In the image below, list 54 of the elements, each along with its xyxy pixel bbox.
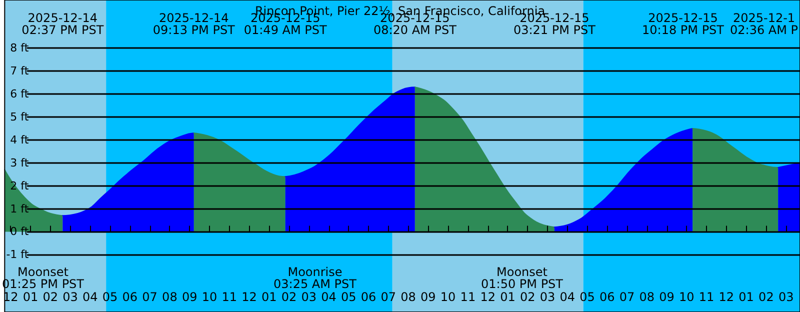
x-tick-label: 09	[182, 290, 198, 304]
annotation: Moonset 01:50 PM PST	[481, 265, 564, 291]
x-tick-label: 07	[380, 290, 396, 304]
annotation: 2025-12-14 02:37 PM PST	[22, 11, 104, 37]
y-tick-label: 3 ft	[10, 156, 30, 170]
y-tick-label: 4 ft	[10, 133, 30, 146]
annotation: Moonrise 03:25 AM PST	[274, 265, 358, 291]
annotation: 2025-12-14 09:13 PM PST	[152, 11, 236, 37]
y-tick-label: -1 ft	[6, 248, 30, 262]
x-tick-label: 12	[480, 290, 496, 304]
x-tick-label: 03	[778, 290, 794, 304]
x-tick-label: 05	[580, 290, 595, 304]
x-tick-label: 01	[22, 290, 38, 304]
x-tick-label: 12	[242, 290, 257, 304]
x-tick-label: 04	[560, 290, 576, 304]
y-tick-label: 8 ft	[10, 42, 30, 55]
x-tick-label: 01	[738, 290, 754, 304]
y-tick-label: 1 ft	[10, 202, 30, 216]
x-tick-label: 06	[122, 290, 138, 304]
y-tick-label: 5 ft	[10, 110, 30, 124]
x-tick-label: 07	[619, 290, 635, 304]
x-tick-label: 08	[639, 290, 655, 304]
x-tick-label: 09	[420, 290, 436, 304]
x-tick-label: 06	[599, 290, 615, 304]
x-tick-label: 08	[400, 290, 416, 304]
x-tick-label: 02	[281, 290, 297, 304]
x-tick-label: 06	[360, 290, 376, 304]
x-tick-label: 08	[162, 290, 178, 304]
y-tick-label: 2 ft	[10, 179, 30, 192]
x-tick-label: 03	[62, 290, 78, 304]
x-tick-label: 12	[718, 290, 734, 304]
x-tick-label: 01	[261, 290, 277, 304]
x-tick-label: 10	[679, 290, 694, 304]
x-tick-label: 02	[520, 290, 536, 304]
x-tick-label: 11	[460, 290, 476, 304]
x-tick-label: 10	[440, 290, 456, 304]
y-tick-label: 6 ft	[10, 88, 30, 101]
x-tick-label: 05	[102, 290, 118, 304]
x-tick-label: 05	[341, 290, 356, 304]
x-tick-label: 04	[321, 290, 336, 304]
x-tick-label: 02	[42, 290, 58, 304]
x-tick-label: 04	[82, 290, 98, 304]
x-tick-label: 09	[659, 290, 674, 304]
x-tick-label: 01	[500, 290, 516, 304]
x-tick-label: 03	[540, 290, 556, 304]
x-tick-label: 11	[222, 290, 237, 304]
annotation: 2025-12-15 10:18 PM PST	[642, 11, 725, 37]
x-tick-label: 02	[758, 290, 774, 304]
annotation: 2025-12-1 02:36 AM P	[730, 11, 798, 37]
y-tick-label: 7 ft	[10, 64, 30, 78]
x-tick-label: 11	[698, 290, 714, 304]
x-tick-label: 10	[202, 290, 218, 304]
x-tick-label: 03	[301, 290, 317, 304]
x-tick-label: 07	[142, 290, 158, 304]
